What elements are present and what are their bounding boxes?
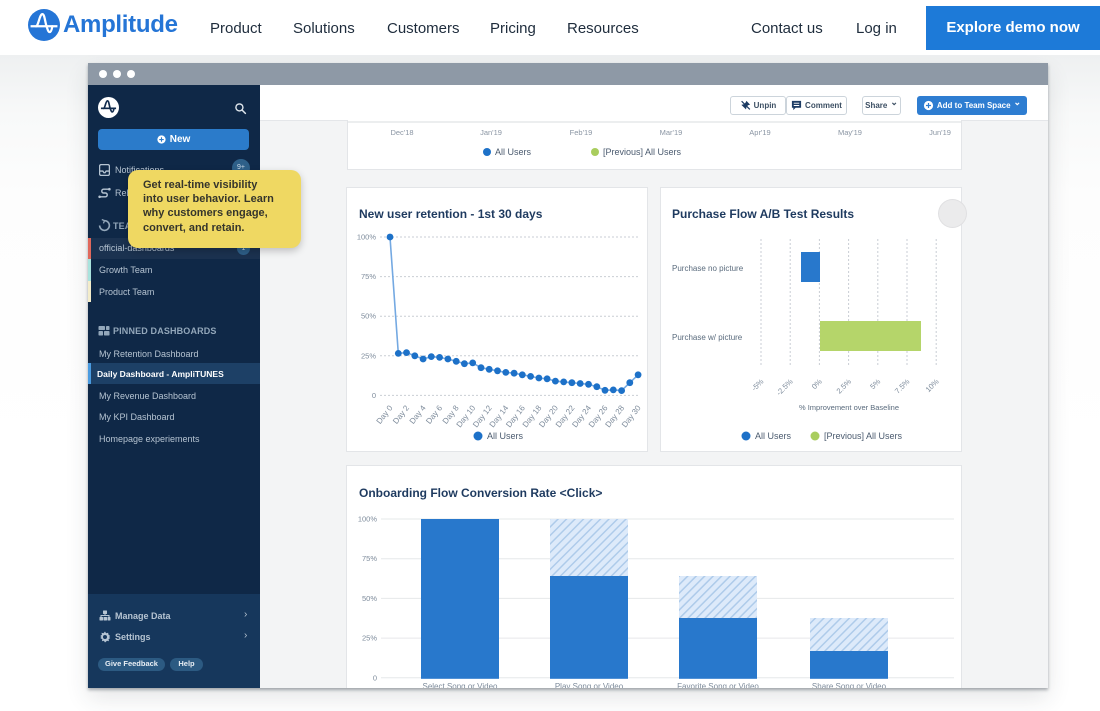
svg-text:Day 6: Day 6 bbox=[424, 403, 444, 425]
svg-text:Day 0: Day 0 bbox=[375, 403, 395, 425]
svg-text:% Improvement over Baseline: % Improvement over Baseline bbox=[799, 403, 899, 412]
svg-text:100%: 100% bbox=[357, 233, 377, 242]
svg-text:New user retention - 1st 30 da: New user retention - 1st 30 days bbox=[359, 207, 543, 221]
svg-text:75%: 75% bbox=[362, 554, 377, 563]
svg-text:Jun'19: Jun'19 bbox=[929, 128, 951, 137]
svg-text:Jan'19: Jan'19 bbox=[480, 128, 502, 137]
svg-text:25%: 25% bbox=[361, 351, 376, 360]
svg-text:Purchase Flow A/B Test Results: Purchase Flow A/B Test Results bbox=[672, 207, 854, 221]
svg-text:7.5%: 7.5% bbox=[893, 377, 912, 396]
svg-text:Apr'19: Apr'19 bbox=[749, 128, 770, 137]
svg-text:2.5%: 2.5% bbox=[835, 377, 854, 396]
svg-text:10%: 10% bbox=[924, 377, 941, 394]
svg-text:Mar'19: Mar'19 bbox=[660, 128, 683, 137]
svg-text:Day 4: Day 4 bbox=[408, 403, 428, 425]
svg-text:Day 2: Day 2 bbox=[391, 403, 411, 425]
svg-text:All Users: All Users bbox=[755, 431, 792, 441]
svg-text:May'19: May'19 bbox=[838, 128, 862, 137]
svg-text:Share Song or Video: Share Song or Video bbox=[812, 682, 887, 688]
svg-text:Purchase no picture: Purchase no picture bbox=[672, 264, 744, 273]
svg-text:-5%: -5% bbox=[750, 377, 766, 393]
svg-text:50%: 50% bbox=[361, 312, 376, 321]
svg-text:[Previous] All Users: [Previous] All Users bbox=[824, 431, 903, 441]
svg-text:[Previous] All Users: [Previous] All Users bbox=[603, 147, 682, 157]
svg-text:Favorite Song or Video: Favorite Song or Video bbox=[677, 682, 759, 688]
svg-text:-2.5%: -2.5% bbox=[774, 377, 794, 397]
svg-text:0%: 0% bbox=[810, 377, 824, 391]
svg-text:Select Song or Video: Select Song or Video bbox=[422, 682, 498, 688]
svg-text:Purchase w/ picture: Purchase w/ picture bbox=[672, 333, 743, 342]
svg-text:75%: 75% bbox=[361, 272, 376, 281]
svg-text:Feb'19: Feb'19 bbox=[570, 128, 593, 137]
svg-text:Play Song or Video: Play Song or Video bbox=[555, 682, 624, 688]
svg-text:Dec'18: Dec'18 bbox=[390, 128, 413, 137]
svg-text:25%: 25% bbox=[362, 634, 377, 643]
svg-text:50%: 50% bbox=[362, 594, 377, 603]
svg-text:All Users: All Users bbox=[487, 431, 524, 441]
svg-text:All Users: All Users bbox=[495, 147, 532, 157]
svg-text:0: 0 bbox=[373, 673, 377, 682]
svg-text:5%: 5% bbox=[868, 377, 882, 391]
svg-text:Onboarding Flow Conversion Rat: Onboarding Flow Conversion Rate <Click> bbox=[359, 486, 602, 500]
svg-text:0: 0 bbox=[372, 391, 376, 400]
svg-text:100%: 100% bbox=[358, 515, 378, 524]
